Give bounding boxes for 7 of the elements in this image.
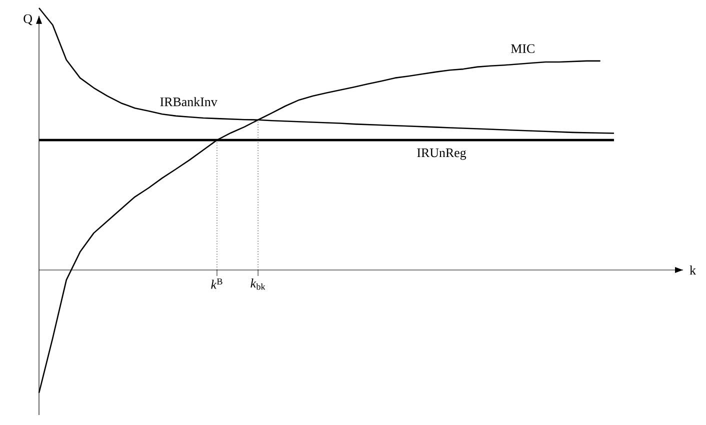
series-label: MIC — [511, 44, 534, 53]
y-axis-title: Q — [24, 14, 32, 26]
series-label: IRUnReg — [417, 148, 466, 160]
text: k — [690, 266, 696, 274]
annotation: k$_{bk}$ — [250, 278, 266, 290]
series-label: IRBankInv — [160, 97, 218, 106]
annotation: k$^{B}$ — [211, 278, 222, 289]
